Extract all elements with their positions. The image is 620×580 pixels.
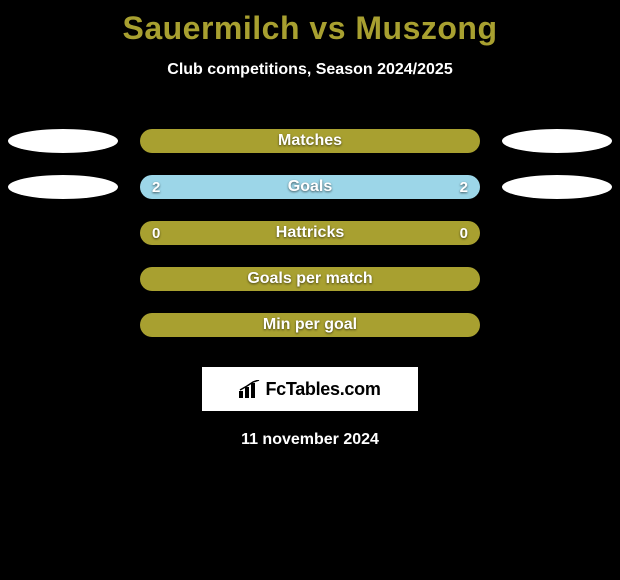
logo-inner: FcTables.com bbox=[239, 379, 380, 400]
stat-label: Min per goal bbox=[263, 316, 357, 334]
stat-value-left: 0 bbox=[152, 225, 160, 242]
stat-bar: Min per goal bbox=[140, 313, 480, 337]
stat-value-right: 0 bbox=[460, 225, 468, 242]
stat-label: Goals bbox=[288, 178, 332, 196]
chart-icon bbox=[239, 380, 261, 398]
stat-row-hattricks: 0 Hattricks 0 bbox=[0, 221, 620, 245]
logo-text: FcTables.com bbox=[265, 379, 380, 400]
stat-row-matches: Matches bbox=[0, 129, 620, 153]
stat-rows: Matches 2 Goals 2 0 Hattricks 0 Goals pe… bbox=[0, 129, 620, 337]
stat-row-mpg: Min per goal bbox=[0, 313, 620, 337]
stat-row-goals: 2 Goals 2 bbox=[0, 175, 620, 199]
stat-label: Matches bbox=[278, 132, 342, 150]
ellipse-right bbox=[502, 129, 612, 153]
stat-label: Hattricks bbox=[276, 224, 344, 242]
stat-bar: 0 Hattricks 0 bbox=[140, 221, 480, 245]
page-title: Sauermilch vs Muszong bbox=[0, 0, 620, 47]
date-text: 11 november 2024 bbox=[0, 431, 620, 449]
stat-value-left: 2 bbox=[152, 179, 160, 196]
stat-bar: 2 Goals 2 bbox=[140, 175, 480, 199]
stat-label: Goals per match bbox=[247, 270, 372, 288]
stat-value-right: 2 bbox=[460, 179, 468, 196]
ellipse-right bbox=[502, 175, 612, 199]
stat-bar: Goals per match bbox=[140, 267, 480, 291]
ellipse-left bbox=[8, 175, 118, 199]
stat-bar: Matches bbox=[140, 129, 480, 153]
subtitle: Club competitions, Season 2024/2025 bbox=[0, 61, 620, 79]
logo-box: FcTables.com bbox=[202, 367, 418, 411]
stat-row-gpm: Goals per match bbox=[0, 267, 620, 291]
ellipse-left bbox=[8, 129, 118, 153]
